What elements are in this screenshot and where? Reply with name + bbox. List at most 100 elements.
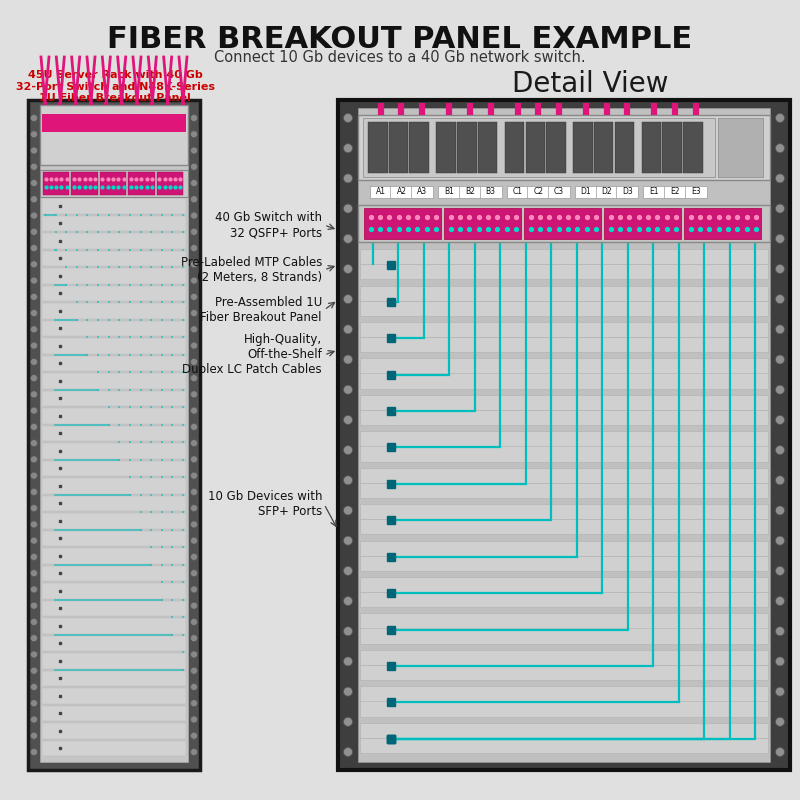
Circle shape (30, 391, 38, 398)
Circle shape (190, 651, 198, 658)
Circle shape (775, 687, 785, 696)
Bar (548, 186, 570, 198)
Circle shape (775, 626, 785, 636)
Circle shape (30, 732, 38, 739)
Circle shape (190, 749, 198, 755)
Circle shape (775, 204, 785, 213)
Text: Pre-Assembled 1U
Fiber Breakout Panel: Pre-Assembled 1U Fiber Breakout Panel (201, 296, 322, 324)
Text: A1: A1 (376, 187, 386, 197)
Bar (527, 186, 550, 198)
Bar (389, 122, 408, 173)
Bar (526, 122, 545, 173)
Circle shape (190, 147, 198, 154)
Bar (42, 530, 186, 546)
Circle shape (190, 374, 198, 382)
Circle shape (190, 423, 198, 430)
Circle shape (190, 716, 198, 723)
Circle shape (190, 342, 198, 349)
Circle shape (343, 386, 353, 394)
Bar (42, 390, 186, 406)
Bar (360, 395, 768, 410)
Circle shape (190, 130, 198, 138)
Bar (42, 286, 186, 301)
Bar (524, 208, 601, 239)
Circle shape (30, 634, 38, 642)
Bar (360, 686, 768, 702)
Bar (444, 208, 521, 239)
Bar (368, 122, 387, 173)
Circle shape (30, 423, 38, 430)
Circle shape (30, 228, 38, 235)
Bar (363, 118, 715, 177)
Bar (42, 618, 186, 634)
Bar (360, 504, 768, 519)
Circle shape (190, 554, 198, 561)
Circle shape (775, 174, 785, 183)
Bar (360, 555, 768, 571)
Bar (575, 186, 597, 198)
Text: 10 Gb Devices with
SFP+ Ports: 10 Gb Devices with SFP+ Ports (207, 490, 322, 518)
Bar (360, 665, 768, 680)
Text: C3: C3 (554, 187, 564, 197)
Text: C2: C2 (534, 187, 543, 197)
Circle shape (343, 506, 353, 515)
Circle shape (775, 446, 785, 454)
Bar (42, 495, 186, 511)
Bar (364, 208, 441, 239)
Circle shape (30, 277, 38, 284)
Circle shape (30, 294, 38, 300)
Circle shape (30, 651, 38, 658)
Bar (594, 122, 614, 173)
Circle shape (775, 506, 785, 515)
Bar (42, 443, 186, 458)
Bar (71, 172, 98, 195)
Bar (683, 122, 702, 173)
Bar (506, 186, 529, 198)
Circle shape (30, 586, 38, 593)
Bar (438, 186, 460, 198)
Bar (43, 172, 70, 195)
Circle shape (343, 687, 353, 696)
Circle shape (30, 163, 38, 170)
Circle shape (775, 386, 785, 394)
Circle shape (190, 570, 198, 577)
Bar (358, 108, 770, 762)
Circle shape (30, 537, 38, 544)
Circle shape (343, 476, 353, 485)
Circle shape (30, 667, 38, 674)
Circle shape (343, 536, 353, 545)
Text: E3: E3 (691, 187, 701, 197)
Circle shape (30, 212, 38, 219)
Circle shape (190, 634, 198, 642)
Circle shape (775, 114, 785, 122)
Bar (42, 215, 186, 231)
Bar (42, 233, 186, 249)
Text: 40 Gb Switch with
32 QSFP+ Ports: 40 Gb Switch with 32 QSFP+ Ports (215, 211, 322, 239)
Circle shape (190, 440, 198, 446)
Circle shape (343, 446, 353, 454)
Circle shape (30, 554, 38, 561)
Bar (360, 592, 768, 607)
Bar (390, 186, 413, 198)
Circle shape (190, 245, 198, 251)
Circle shape (190, 472, 198, 479)
Circle shape (343, 294, 353, 304)
Bar (42, 548, 186, 563)
Circle shape (343, 325, 353, 334)
Bar (410, 122, 429, 173)
Circle shape (775, 265, 785, 274)
Bar (157, 172, 183, 195)
Circle shape (775, 144, 785, 153)
Circle shape (190, 407, 198, 414)
Circle shape (30, 196, 38, 202)
Bar (360, 702, 768, 717)
Circle shape (190, 602, 198, 609)
Bar (42, 426, 186, 441)
Circle shape (190, 391, 198, 398)
Bar (437, 122, 456, 173)
Circle shape (190, 537, 198, 544)
Bar (360, 374, 768, 389)
Bar (42, 268, 186, 283)
Bar (128, 172, 154, 195)
Bar (40, 170, 188, 197)
